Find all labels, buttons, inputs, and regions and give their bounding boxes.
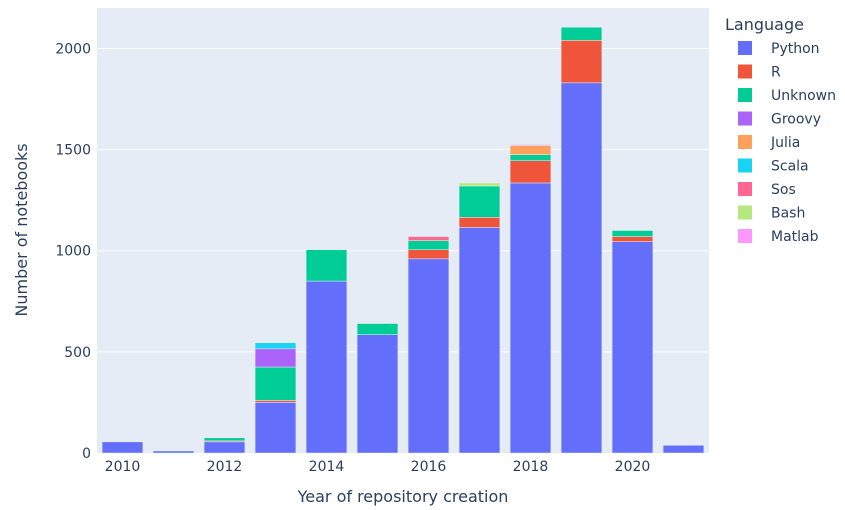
bar-segment-python-2016 xyxy=(407,258,450,454)
legend-swatch-sos xyxy=(738,182,752,196)
y-axis-title: Number of notebooks xyxy=(12,143,31,316)
legend-title: Language xyxy=(725,15,804,34)
bar-segment-unknown-2012 xyxy=(203,437,246,442)
y-tick-label: 1500 xyxy=(55,143,91,159)
bar-segment-r-2018 xyxy=(509,160,552,184)
bars xyxy=(101,26,705,454)
bar-segment-python-2010 xyxy=(101,441,144,454)
bar-segment-python-2020 xyxy=(611,241,654,454)
bar-segment-python-2011 xyxy=(152,450,195,454)
legend-label-scala: Scala xyxy=(771,159,809,175)
bar-segment-unknown-2018 xyxy=(509,154,552,161)
x-tick-label: 2010 xyxy=(105,459,141,475)
bar-segment-unknown-2015 xyxy=(356,323,399,335)
bar-segment-scala-2013 xyxy=(254,342,297,350)
bar-segment-python-2013 xyxy=(254,402,297,454)
legend-swatch-julia xyxy=(738,135,752,149)
y-tick-label: 2000 xyxy=(55,41,91,57)
bar-segment-unknown-2020 xyxy=(611,230,654,237)
gridlines xyxy=(97,47,709,353)
legend-label-groovy: Groovy xyxy=(771,112,821,128)
bar-segment-python-2012 xyxy=(203,441,246,454)
x-axis-title: Year of repository creation xyxy=(297,487,509,506)
x-tick-labels: 2010 2012 2014 2016 2018 2020 xyxy=(105,459,651,475)
x-tick-label: 2014 xyxy=(309,459,345,475)
legend-label-r: R xyxy=(771,65,781,81)
bar-segment-r-2013 xyxy=(254,400,297,403)
bar-segment-bash-2017 xyxy=(458,182,501,187)
legend-label-julia: Julia xyxy=(770,135,800,151)
bar-segment-unknown-2017 xyxy=(458,185,501,218)
legend: Language Python R Unknown Groovy Julia Scala S… xyxy=(725,15,836,245)
legend-label-unknown: Unknown xyxy=(771,88,836,104)
bar-segment-python-2015 xyxy=(356,334,399,454)
y-tick-label: 0 xyxy=(82,446,91,462)
bar-segment-unknown-2019 xyxy=(560,26,603,41)
bar-segment-sos-2016 xyxy=(407,236,450,241)
bar-segment-python-2017 xyxy=(458,227,501,454)
plot-background xyxy=(97,8,709,453)
legend-label-bash: Bash xyxy=(771,206,805,222)
legend-label-sos: Sos xyxy=(771,182,796,198)
legend-swatch-scala xyxy=(738,158,752,173)
legend-label-python: Python xyxy=(771,41,820,57)
legend-label-matlab: Matlab xyxy=(771,229,819,245)
bar-segment-python-2018 xyxy=(509,182,552,454)
legend-swatch-matlab xyxy=(738,229,752,243)
legend-swatch-groovy xyxy=(738,111,752,126)
bar-segment-groovy-2013 xyxy=(254,348,297,368)
legend-swatch-python xyxy=(738,41,752,55)
bar-segment-r-2019 xyxy=(560,40,603,84)
x-tick-label: 2012 xyxy=(207,459,243,475)
legend-swatch-bash xyxy=(738,205,752,220)
bar-segment-r-2020 xyxy=(611,236,654,242)
bar-segment-python-2014 xyxy=(305,280,348,454)
bar-segment-julia-2018 xyxy=(509,145,552,155)
y-tick-labels: 0 500 1000 1500 2000 xyxy=(55,41,91,462)
x-tick-label: 2018 xyxy=(513,459,549,475)
x-tick-label: 2020 xyxy=(615,459,651,475)
bar-segment-unknown-2016 xyxy=(407,240,450,250)
legend-swatch-unknown xyxy=(738,88,752,102)
bar-segment-unknown-2013 xyxy=(254,366,297,401)
x-tick-label: 2016 xyxy=(411,459,447,475)
bar-segment-matlab-2018 xyxy=(509,144,552,146)
y-tick-label: 1000 xyxy=(55,244,91,260)
y-tick-label: 500 xyxy=(64,345,91,361)
bar-segment-unknown-2014 xyxy=(305,249,348,282)
legend-swatch-r xyxy=(738,64,752,79)
bar-segment-python-2021 xyxy=(662,445,705,454)
bar-segment-python-2019 xyxy=(560,82,603,454)
bar-segment-r-2017 xyxy=(458,217,501,228)
bar-segment-r-2016 xyxy=(407,249,450,260)
